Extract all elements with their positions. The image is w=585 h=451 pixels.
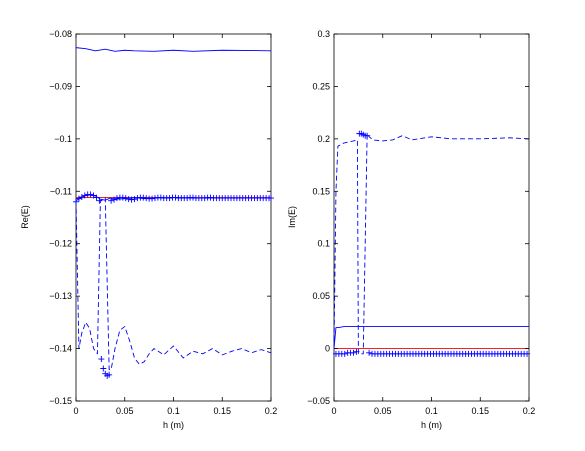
re-e-xtick-label: 0 — [73, 406, 78, 416]
im-e-chart: 0 0.05 0.1 0.15 0.2−0.0500.050.10.150.20.250… — [287, 29, 535, 430]
re-e-series-4-point — [106, 371, 113, 378]
im-e-xtick-label: 0.2 — [523, 406, 536, 416]
re-e-series-4-point — [125, 196, 132, 203]
re-e-xtick-label: 0.05 — [116, 406, 134, 416]
re-e-xtick-label: 0.15 — [213, 406, 231, 416]
re-e-series-4-point — [73, 198, 79, 205]
re-e-ytick-label: −0.13 — [49, 291, 72, 301]
re-e-series-4-point — [98, 356, 105, 363]
im-e-series-3-point — [350, 349, 357, 356]
im-e-series-1-line — [333, 326, 529, 349]
im-e-ytick-label: 0.3 — [317, 29, 330, 39]
im-e-series-3-markers — [332, 130, 531, 357]
re-e-series-4-point — [207, 194, 214, 201]
re-e-series-4-point — [190, 194, 196, 201]
im-e-xtick-label: 0.05 — [374, 406, 392, 416]
re-e-ytick-label: −0.12 — [49, 239, 72, 249]
re-e-series-4-point — [172, 194, 179, 201]
re-e-series-4-point — [131, 196, 138, 203]
re-e-xtick-label: 0.1 — [167, 406, 180, 416]
im-e-ytick-label: 0.15 — [312, 186, 330, 196]
re-e-plot-area — [75, 33, 272, 402]
re-e-series-4-markers — [73, 191, 274, 379]
re-e-series-4-point — [184, 195, 191, 202]
im-e-series-3-point — [364, 132, 371, 139]
im-e-series-3-point — [366, 349, 373, 356]
re-e-series-4-point — [166, 195, 173, 202]
re-e-series-4-point — [100, 365, 107, 372]
im-e-series-3-point — [341, 350, 348, 357]
re-e-chart: 0 0.05 0.1 0.15 0.2 −0.15 −0.14 −0.13 −0.12 −0.11… — [20, 29, 277, 430]
re-e-series-4-point — [128, 196, 135, 203]
re-e-xtick-label: 0.2 — [265, 406, 278, 416]
re-e-series-4-point — [201, 195, 208, 202]
im-e-ytick-label: 0.25 — [312, 81, 330, 91]
re-e-series-4-point — [122, 195, 129, 202]
re-e-series-4-point — [113, 195, 120, 202]
re-e-series-4-point — [81, 192, 88, 199]
re-e-series-3-line — [75, 197, 272, 370]
re-e-series-group — [73, 47, 274, 379]
re-e-series-4-point — [108, 197, 115, 204]
im-e-series-group — [332, 130, 531, 357]
re-e-xlabel: h (m) — [163, 420, 184, 430]
re-e-series-0-line — [75, 47, 272, 52]
im-e-series-3-point — [353, 348, 360, 355]
re-e-series-4-point — [134, 195, 141, 202]
re-e-series-4-point — [268, 195, 274, 202]
re-e-series-4-point — [143, 195, 150, 202]
re-e-ytick-label: −0.1 — [54, 134, 72, 144]
im-e-ytick-label: 0.05 — [312, 291, 330, 301]
re-e-series-4-point — [149, 195, 156, 202]
re-e-series-4-point — [151, 195, 158, 202]
im-e-ytick-label: 0.1 — [317, 239, 330, 249]
re-e-ytick-label: −0.14 — [49, 344, 72, 354]
im-e-ylabel: Im(E) — [287, 206, 297, 228]
im-e-ticks: 0 0.05 0.1 0.15 0.2−0.0500.050.10.150.20.250… — [307, 29, 535, 416]
re-e-series-4-point — [157, 194, 164, 201]
im-e-ytick-label: 0 — [325, 344, 330, 354]
im-e-xtick-label: 0.1 — [425, 406, 438, 416]
re-e-ylabel: Re(E) — [20, 205, 30, 229]
re-e-ytick-label: −0.11 — [50, 186, 72, 196]
re-e-series-4-point — [96, 197, 103, 204]
re-e-ytick-label: −0.09 — [49, 81, 72, 91]
re-e-series-4-point — [93, 194, 100, 201]
re-e-ticks: 0 0.05 0.1 0.15 0.2 −0.15 −0.14 −0.13 −0.12 −0.11… — [49, 29, 277, 416]
re-e-ytick-label: −0.15 — [49, 396, 72, 406]
im-e-ytick-label: 0.2 — [317, 134, 330, 144]
re-e-series-4-point — [119, 194, 126, 201]
im-e-series-3-point — [524, 350, 531, 357]
im-e-series-0-line — [333, 133, 530, 355]
re-e-ytick-label: −0.08 — [49, 29, 72, 39]
im-e-xtick-label: 0 — [331, 406, 336, 416]
im-e-xtick-label: 0.15 — [471, 406, 489, 416]
im-e-ytick-label: −0.05 — [307, 396, 330, 406]
im-e-xlabel: h (m) — [421, 420, 442, 430]
im-e-plot-area — [333, 33, 530, 402]
re-e-series-4-point — [87, 191, 94, 198]
re-e-series-4-point — [140, 194, 147, 201]
